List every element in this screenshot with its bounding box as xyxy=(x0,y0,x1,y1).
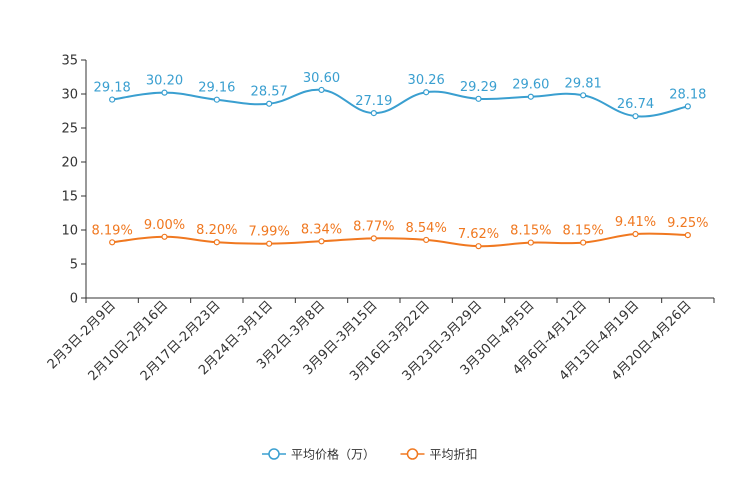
data-label: 8.19% xyxy=(92,223,133,238)
data-point xyxy=(161,89,168,96)
series-layer: 29.18 30.20 29.16 28.57 30.60 27.19 30.26 29.29… xyxy=(92,71,708,250)
data-label: 9.25% xyxy=(667,216,708,231)
legend-item-2: 平均折扣 xyxy=(400,447,478,462)
data-point xyxy=(684,232,691,239)
data-label: 29.29 xyxy=(460,80,497,95)
y-tick-label: 5 xyxy=(70,258,78,273)
data-label: 8.20% xyxy=(196,223,237,238)
data-point xyxy=(266,100,273,107)
data-label: 7.62% xyxy=(458,227,499,242)
data-label: 29.16 xyxy=(198,81,235,96)
data-label: 7.99% xyxy=(249,225,290,240)
legend-marker xyxy=(268,448,280,460)
data-point xyxy=(318,86,325,94)
data-label: 29.18 xyxy=(94,81,131,96)
y-tick-label: 35 xyxy=(61,54,78,69)
data-point xyxy=(684,103,691,110)
data-label: 8.15% xyxy=(563,224,604,239)
legend-item-1: 平均价格（万） xyxy=(262,447,375,462)
data-point xyxy=(109,239,116,246)
legend-marker xyxy=(406,448,419,460)
data-label: 28.18 xyxy=(669,87,706,102)
data-point xyxy=(213,96,220,103)
data-point xyxy=(527,93,534,100)
data-label: 30.20 xyxy=(146,74,183,89)
data-point xyxy=(370,235,377,242)
y-tick-label: 0 xyxy=(70,292,78,307)
series-line xyxy=(112,88,689,118)
legend-label: 平均价格（万） xyxy=(291,447,375,462)
y-tick-label: 15 xyxy=(61,190,78,205)
y-tick-label: 30 xyxy=(61,88,78,103)
data-point xyxy=(109,96,116,103)
data-label: 26.74 xyxy=(617,97,654,112)
data-label: 9.41% xyxy=(615,215,656,230)
data-point xyxy=(423,236,430,244)
series-line xyxy=(112,232,688,248)
data-label: 29.81 xyxy=(565,76,602,91)
data-label: 29.60 xyxy=(512,78,549,93)
data-label: 8.34% xyxy=(301,222,342,237)
y-tick-label: 10 xyxy=(61,224,78,239)
data-label: 28.57 xyxy=(251,85,288,100)
data-point xyxy=(370,110,377,117)
data-point xyxy=(423,89,430,96)
data-point xyxy=(161,233,168,240)
data-label: 8.77% xyxy=(353,219,394,234)
data-point xyxy=(580,239,587,246)
series-1: 29.18 30.20 29.16 28.57 30.60 27.19 30.26 29.29… xyxy=(94,71,706,120)
data-point xyxy=(213,239,220,246)
data-point xyxy=(318,238,325,245)
legend: 平均价格（万） 平均折扣 xyxy=(262,447,478,462)
legend-label: 平均折扣 xyxy=(430,447,478,462)
data-label: 8.15% xyxy=(510,224,551,239)
data-point xyxy=(475,95,482,102)
series-2: 8.19% 9.00% 8.20% 7.99% 8.34% 8.77% 8.54% 7.62%… xyxy=(92,215,708,250)
data-label: 27.19 xyxy=(355,94,392,109)
data-point xyxy=(527,239,534,246)
data-label: 8.54% xyxy=(406,221,447,236)
data-point xyxy=(580,92,587,99)
data-label: 30.26 xyxy=(408,73,445,88)
data-point xyxy=(632,230,639,238)
data-label: 9.00% xyxy=(144,218,185,233)
data-point xyxy=(632,113,639,120)
data-label: 30.60 xyxy=(303,71,340,86)
y-tick-label: 25 xyxy=(61,122,78,137)
data-point xyxy=(475,243,482,250)
y-tick-label: 20 xyxy=(61,156,78,171)
data-point xyxy=(266,240,273,247)
